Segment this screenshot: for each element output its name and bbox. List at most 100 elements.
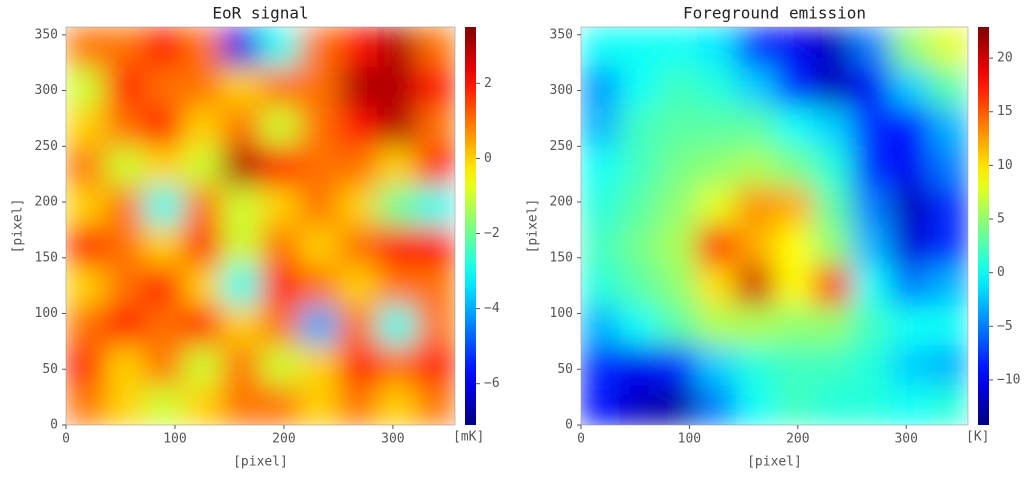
cell bbox=[299, 226, 339, 267]
cell bbox=[221, 345, 261, 386]
y-tick-label: 50 bbox=[557, 362, 573, 377]
cell bbox=[619, 27, 659, 68]
cell bbox=[260, 305, 300, 346]
cell bbox=[774, 385, 814, 425]
cell bbox=[697, 146, 737, 187]
cell bbox=[182, 226, 223, 267]
cell bbox=[658, 385, 698, 425]
cell bbox=[697, 265, 737, 307]
cell bbox=[735, 265, 775, 307]
cell bbox=[377, 305, 417, 346]
cell bbox=[416, 345, 455, 386]
cell bbox=[774, 66, 814, 108]
cell bbox=[658, 146, 698, 187]
cell bbox=[697, 27, 737, 68]
cell bbox=[774, 345, 814, 386]
cell bbox=[619, 226, 659, 267]
cell bbox=[774, 226, 814, 267]
cell bbox=[104, 106, 145, 147]
cell bbox=[338, 265, 378, 307]
colorbar bbox=[465, 27, 476, 425]
cell bbox=[66, 385, 106, 425]
cell bbox=[774, 106, 814, 147]
cell bbox=[851, 305, 892, 346]
cell bbox=[104, 146, 145, 187]
cell bbox=[260, 265, 300, 307]
y-tick-label: 0 bbox=[565, 418, 573, 433]
cell bbox=[697, 186, 737, 227]
cell bbox=[619, 186, 659, 227]
cell bbox=[143, 106, 184, 147]
cell bbox=[929, 106, 968, 147]
cell bbox=[299, 265, 339, 307]
cell bbox=[66, 305, 106, 346]
colorbar-tick-label: 5 bbox=[997, 212, 1005, 227]
cell bbox=[104, 66, 145, 108]
y-tick-label: 300 bbox=[550, 83, 573, 98]
cell bbox=[338, 305, 378, 346]
cell bbox=[813, 226, 853, 267]
y-tick-label: 350 bbox=[550, 27, 573, 42]
colorbar-tick-label: 20 bbox=[997, 51, 1013, 66]
colorbar-tick-label: −2 bbox=[484, 226, 500, 241]
cell bbox=[338, 27, 378, 68]
x-tick-label: 200 bbox=[786, 432, 809, 447]
cell bbox=[929, 186, 968, 227]
cell bbox=[658, 226, 698, 267]
cell bbox=[851, 265, 892, 307]
cell bbox=[929, 265, 968, 307]
cell bbox=[890, 265, 930, 307]
cell bbox=[581, 66, 621, 108]
cell bbox=[104, 305, 145, 346]
y-tick-label: 200 bbox=[35, 195, 58, 210]
cell bbox=[890, 66, 930, 108]
cell bbox=[619, 265, 659, 307]
cell bbox=[221, 385, 261, 425]
cell bbox=[658, 305, 698, 346]
cell bbox=[221, 186, 261, 227]
cell bbox=[260, 186, 300, 227]
cell bbox=[104, 226, 145, 267]
y-tick-label: 200 bbox=[550, 195, 573, 210]
cell bbox=[697, 345, 737, 386]
cell bbox=[66, 66, 106, 108]
y-tick-label: 150 bbox=[35, 250, 58, 265]
cell bbox=[104, 345, 145, 386]
colorbar-tick-label: 0 bbox=[484, 151, 492, 166]
cell bbox=[338, 345, 378, 386]
cell bbox=[377, 385, 417, 425]
cell bbox=[416, 186, 455, 227]
cell bbox=[697, 106, 737, 147]
cell bbox=[813, 27, 853, 68]
cell bbox=[929, 345, 968, 386]
cell bbox=[221, 66, 261, 108]
cell bbox=[581, 226, 621, 267]
x-tick-label: 100 bbox=[163, 432, 186, 447]
cell bbox=[735, 146, 775, 187]
cell bbox=[416, 226, 455, 267]
chart-title: EoR signal bbox=[212, 4, 308, 23]
colorbar-label: [K] bbox=[966, 430, 989, 445]
cell bbox=[182, 146, 223, 187]
x-tick-label: 300 bbox=[381, 432, 404, 447]
cell bbox=[377, 265, 417, 307]
cell bbox=[104, 186, 145, 227]
cell bbox=[774, 305, 814, 346]
cell bbox=[735, 186, 775, 227]
cell bbox=[299, 345, 339, 386]
cell bbox=[416, 27, 455, 68]
cell bbox=[143, 385, 184, 425]
cell bbox=[851, 106, 892, 147]
cell bbox=[890, 146, 930, 187]
x-tick-label: 100 bbox=[678, 432, 701, 447]
cell bbox=[890, 226, 930, 267]
cell bbox=[260, 345, 300, 386]
cell bbox=[182, 66, 223, 108]
cell bbox=[851, 345, 892, 386]
cell bbox=[697, 226, 737, 267]
y-tick-label: 250 bbox=[35, 139, 58, 154]
cell bbox=[338, 226, 378, 267]
cell bbox=[851, 146, 892, 187]
heatmap bbox=[581, 27, 968, 425]
cell bbox=[851, 186, 892, 227]
